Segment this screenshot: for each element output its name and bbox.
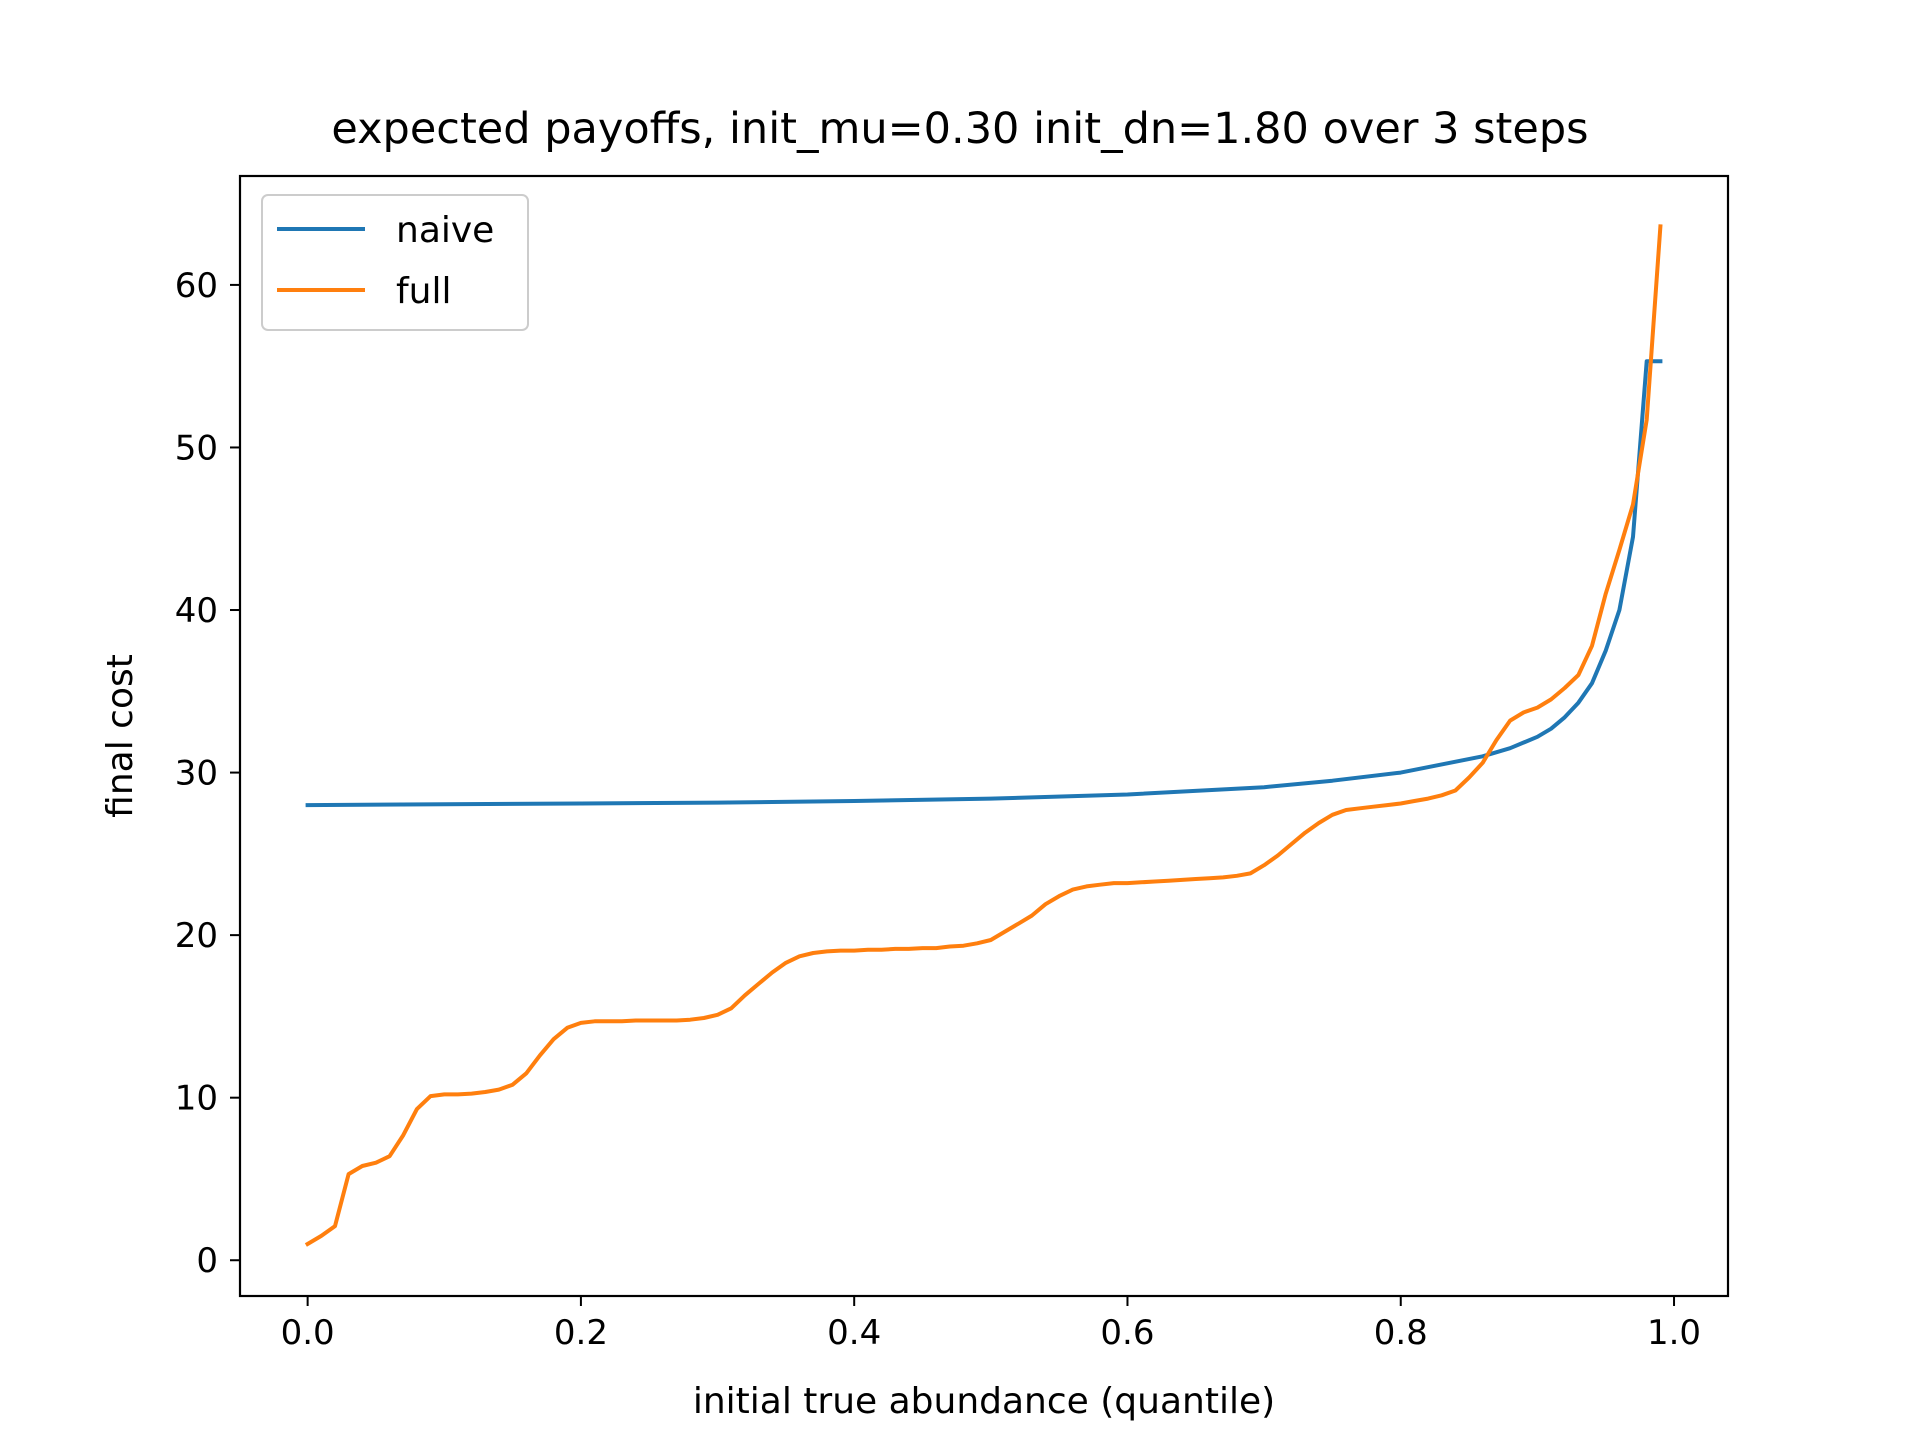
- legend-label-full: full: [396, 271, 452, 312]
- y-tick-label: 50: [175, 428, 218, 468]
- plot-frame: [238, 174, 1730, 1298]
- y-axis-label: final cost: [100, 654, 141, 818]
- legend-label-naive: naive: [396, 210, 494, 251]
- x-tick-label: 0.4: [827, 1313, 881, 1353]
- y-tick-label: 40: [175, 591, 218, 631]
- series-line-full: [304, 224, 1663, 1247]
- chart-title: expected payoffs, init_mu=0.30 init_dn=1…: [331, 104, 1588, 154]
- series-line-naive: [305, 359, 1663, 808]
- y-tick-label: 10: [175, 1079, 218, 1119]
- y-tick-label: 30: [175, 754, 218, 794]
- y-tick-label: 20: [175, 916, 218, 956]
- x-axis: 0.0 0.2 0.4 0.6 0.8 1.0: [281, 1296, 1701, 1353]
- x-tick-label: 0.6: [1100, 1313, 1154, 1353]
- legend: naive full: [261, 194, 529, 331]
- series-layer: [304, 224, 1663, 1247]
- y-tick-label: 60: [175, 266, 218, 306]
- x-tick-label: 0.2: [554, 1313, 608, 1353]
- x-axis-label: initial true abundance (quantile): [693, 1381, 1275, 1422]
- x-tick-label: 0.8: [1374, 1313, 1428, 1353]
- y-axis: 0 10 20 30 40 50 60: [175, 266, 240, 1281]
- x-tick-label: 1.0: [1647, 1313, 1701, 1353]
- x-tick-label: 0.0: [281, 1313, 335, 1353]
- y-tick-label: 0: [196, 1241, 218, 1281]
